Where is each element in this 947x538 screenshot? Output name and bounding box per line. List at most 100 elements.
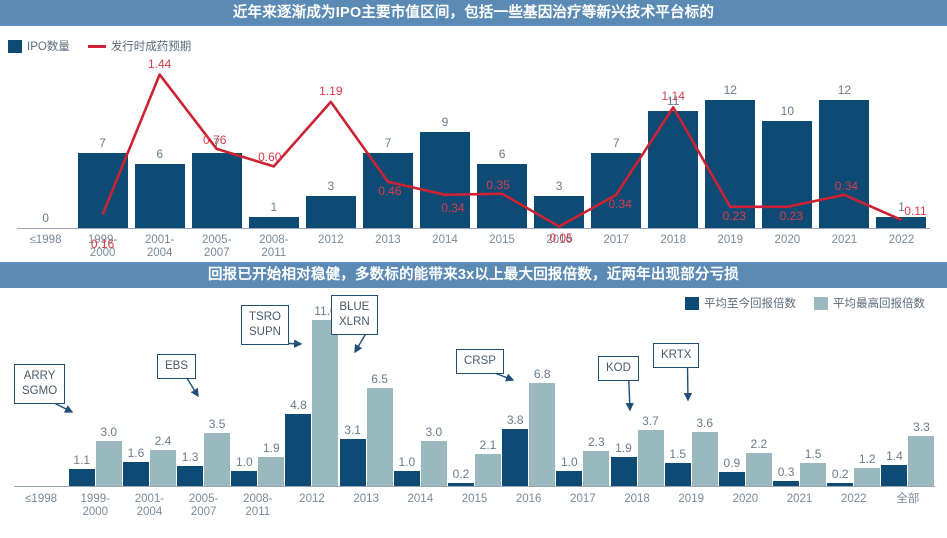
bottom-bar-current <box>718 472 745 486</box>
legend-label-max-return: 平均最高回报倍数 <box>833 298 925 310</box>
top-bar <box>648 110 699 228</box>
top-line-value-label: 0.05 <box>549 230 573 245</box>
top-bar <box>876 217 927 228</box>
bottom-bar-max-label: 2.4 <box>154 433 172 448</box>
legend-label-druggability: 发行时成药预期 <box>110 41 192 53</box>
top-line-value-label: 0.46 <box>378 183 402 198</box>
bottom-bar-current <box>881 464 908 486</box>
bottom-x-label: 1999- 2000 <box>80 493 110 518</box>
bottom-x-label: 全部 <box>896 493 920 505</box>
top-line-value-label: 0.34 <box>608 196 632 211</box>
top-bar-value-label: 0 <box>42 211 49 225</box>
bottom-x-label: ≤1998 <box>25 493 58 505</box>
bottom-x-label: 2005- 2007 <box>188 493 219 518</box>
top-bar-value-label: 1 <box>270 200 278 215</box>
bottom-bar-current <box>773 481 800 486</box>
bottom-bar-max-label: 3.7 <box>642 414 659 429</box>
bottom-bar-current-label: 1.6 <box>127 445 145 460</box>
bottom-bar-max-label: 3.0 <box>425 424 443 439</box>
bottom-bar-max-label: 3.6 <box>696 415 714 430</box>
top-chart-title: 近年来逐渐成为IPO主要市值区间，包括一些基因治疗等新兴技术平台标的 <box>0 0 947 26</box>
bottom-bar-current <box>393 470 420 486</box>
top-bar <box>305 196 356 228</box>
bottom-bar-current-label: 1.0 <box>561 454 578 469</box>
top-line-value-label: 0.23 <box>779 208 804 223</box>
top-x-axis <box>17 228 930 229</box>
top-x-label: 2008- 2011 <box>259 234 289 259</box>
top-bar-value-label: 12 <box>837 83 852 97</box>
top-line-value-label: 1.44 <box>147 56 172 71</box>
bottom-bar-current <box>556 470 583 486</box>
bottom-bar-max <box>95 440 122 486</box>
top-plot-area: 0 ≤1998 7 1999- 2000 6 2001- 2004 7 2005- 2007 1 200… <box>0 0 947 262</box>
bottom-bar-max-label: 1.5 <box>804 447 822 462</box>
top-x-label: 2019 <box>717 234 744 246</box>
top-bar <box>248 217 299 228</box>
top-x-label: 2012 <box>318 234 344 246</box>
bottom-bar-max <box>854 467 881 486</box>
legend-label-ipo-count: IPO数量 <box>27 41 70 53</box>
bottom-bar-current-label: 1.5 <box>669 447 687 462</box>
bottom-bar-max <box>149 449 176 486</box>
bottom-bar-current <box>502 428 529 486</box>
bottom-bar-max <box>529 383 556 486</box>
top-bar-value-label: 9 <box>441 115 449 129</box>
annotation-callout: BLUE XLRN <box>331 295 378 335</box>
bottom-bar-current-label: 0.9 <box>723 456 741 471</box>
top-bar-value-label: 7 <box>612 136 620 151</box>
top-line-value-label: 0.60 <box>258 150 282 165</box>
annotation-callout: ARRY SGMO <box>14 364 66 404</box>
top-x-label: 2022 <box>888 234 915 246</box>
top-x-label: 2017 <box>603 234 629 246</box>
legend-swatch-max-icon <box>814 296 828 310</box>
top-x-label: 2020 <box>774 234 801 246</box>
top-bar-value-label: 7 <box>384 136 392 151</box>
bottom-plot-area: ≤1998 1.1 3.0 1999- 2000 1.6 2.4 2001- 2004 1.3 3.… <box>0 262 947 538</box>
bottom-bar-current <box>610 457 637 486</box>
bottom-bar-current-label: 1.4 <box>886 448 903 463</box>
top-x-label: 2014 <box>432 234 458 246</box>
bottom-bar-max <box>745 452 772 486</box>
legend-swatch-current-icon <box>685 296 699 310</box>
bottom-x-label: 2018 <box>624 493 650 505</box>
top-bar-value-label: 10 <box>780 104 795 119</box>
bottom-bar-current-label: 3.8 <box>506 412 524 427</box>
top-line-value-label: 0.16 <box>90 236 115 251</box>
top-bar-value-label: 7 <box>99 136 106 151</box>
top-bar <box>191 153 242 228</box>
bottom-x-label: 2016 <box>515 493 542 505</box>
top-line-value-label: 0.35 <box>486 177 510 192</box>
bottom-x-label: 2001- 2004 <box>134 493 165 518</box>
top-x-label: 1999- 2000 <box>87 234 118 259</box>
top-x-label: 2001- 2004 <box>144 234 175 259</box>
bottom-bar-current <box>664 463 691 486</box>
bottom-bar-max-label: 3.3 <box>913 420 930 435</box>
top-x-label: 2005- 2007 <box>202 234 232 259</box>
annotation-callout: TSRO SUPN <box>241 305 289 345</box>
bottom-bar-current-label: 0.3 <box>777 465 795 480</box>
top-line-value-label: 0.34 <box>441 200 465 215</box>
bottom-bar-max-label: 2.1 <box>479 438 497 453</box>
bottom-bar-max <box>366 387 393 486</box>
legend-item-max-return: 平均最高回报倍数 <box>814 295 925 311</box>
legend-item-current-return: 平均至今回报倍数 <box>685 295 796 311</box>
top-line-value-label: 0.23 <box>722 208 746 223</box>
bottom-bar-max <box>583 451 610 486</box>
top-x-label: 2016 <box>546 234 572 246</box>
top-chart-legend: IPO数量 发行时成药预期 <box>8 38 203 54</box>
bottom-bar-current-label: 3.1 <box>344 423 361 438</box>
top-bar-value-label: 3 <box>327 179 335 193</box>
top-bar-value-label: 3 <box>555 179 563 193</box>
legend-swatch-bar-icon <box>8 39 22 53</box>
bottom-bar-current <box>231 470 258 486</box>
top-line-value-label: 0.76 <box>203 132 227 147</box>
top-line-value-label: 0.11 <box>904 203 927 218</box>
bottom-x-label: 2019 <box>678 493 704 505</box>
bottom-bar-max <box>800 463 827 486</box>
returns-multiple-chart-panel: 回报已开始相对稳健，多数标的能带来3x以上最大回报倍数，近两年出现部分亏损 平均… <box>0 262 947 538</box>
top-x-label: 2021 <box>831 234 858 246</box>
bottom-bar-current <box>285 413 312 486</box>
top-x-label: 2015 <box>489 234 515 246</box>
top-bar-value-label: 6 <box>156 147 163 161</box>
bottom-bar-max-label: 3.0 <box>100 424 118 439</box>
